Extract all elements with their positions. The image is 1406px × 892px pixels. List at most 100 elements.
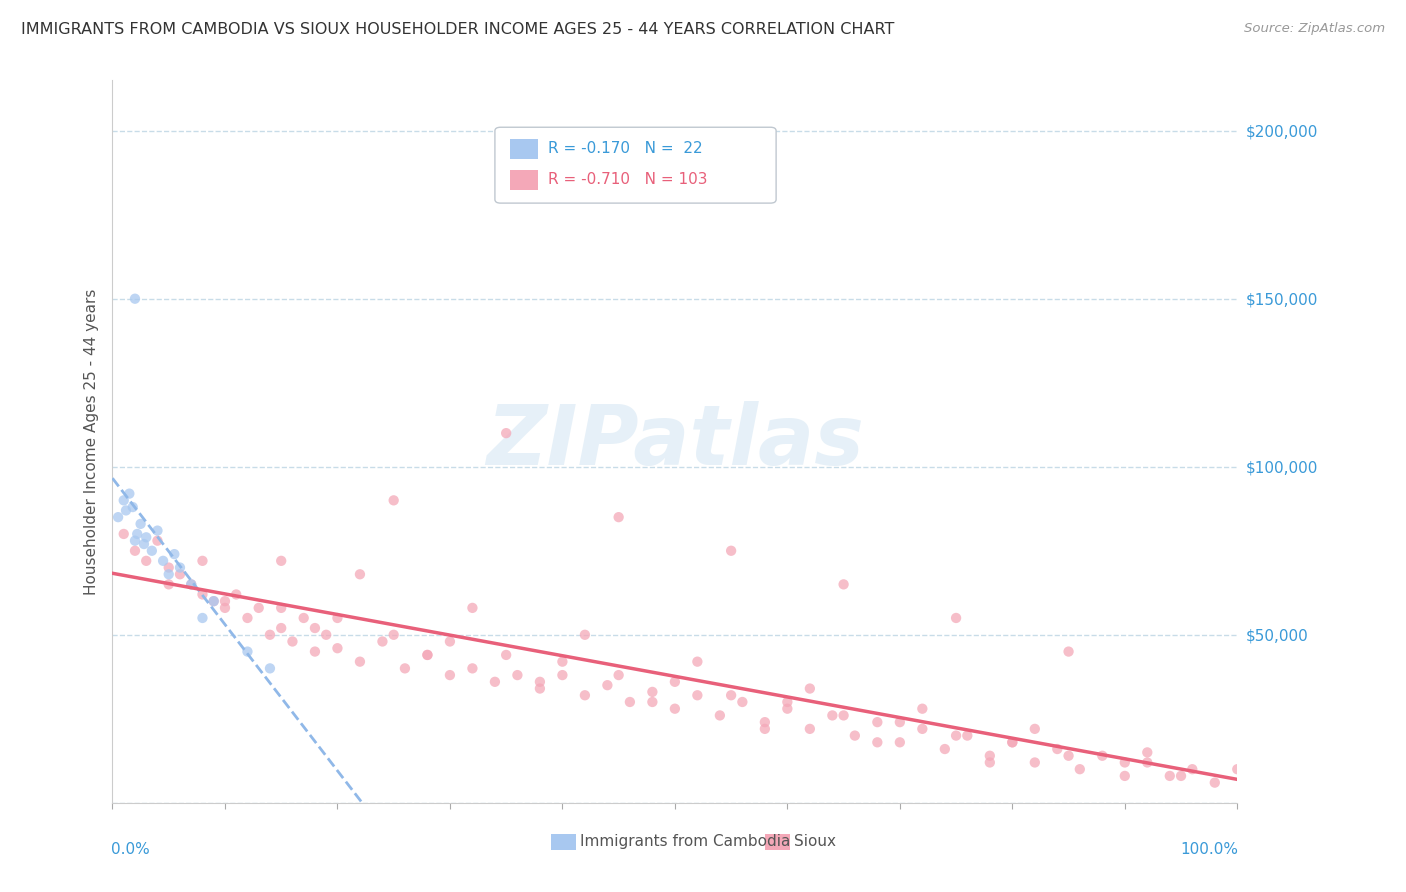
Point	[124, 543, 146, 558]
Point	[121, 500, 143, 514]
Point	[596, 678, 619, 692]
Point	[1057, 644, 1080, 658]
Bar	[765, 834, 790, 850]
Point	[382, 493, 405, 508]
Point	[382, 628, 405, 642]
Point	[832, 577, 855, 591]
Point	[214, 594, 236, 608]
Point	[270, 600, 292, 615]
Point	[326, 641, 349, 656]
Point	[304, 644, 326, 658]
Point	[574, 688, 596, 702]
Point	[495, 648, 517, 662]
Point	[416, 648, 439, 662]
Point	[686, 655, 709, 669]
Point	[349, 655, 371, 669]
Point	[1114, 756, 1136, 770]
Point	[124, 533, 146, 548]
Point	[1159, 769, 1181, 783]
Point	[127, 527, 149, 541]
Point	[754, 722, 776, 736]
Point	[1204, 775, 1226, 789]
Point	[956, 729, 979, 743]
Point	[349, 567, 371, 582]
Point	[934, 742, 956, 756]
Point	[945, 611, 967, 625]
Point	[146, 524, 169, 538]
Point	[1136, 756, 1159, 770]
Point	[1170, 769, 1192, 783]
Point	[641, 695, 664, 709]
Y-axis label: Householder Income Ages 25 - 44 years: Householder Income Ages 25 - 44 years	[83, 288, 98, 595]
Point	[152, 554, 174, 568]
FancyBboxPatch shape	[495, 128, 776, 203]
Point	[304, 621, 326, 635]
Point	[776, 695, 799, 709]
Text: R = -0.170   N =  22: R = -0.170 N = 22	[548, 142, 703, 156]
Point	[607, 510, 630, 524]
Point	[247, 600, 270, 615]
Point	[720, 543, 742, 558]
Point	[146, 533, 169, 548]
Point	[607, 668, 630, 682]
Point	[416, 648, 439, 662]
Point	[292, 611, 315, 625]
Point	[169, 560, 191, 574]
Point	[281, 634, 304, 648]
Point	[889, 715, 911, 730]
Point	[821, 708, 844, 723]
Point	[1046, 742, 1069, 756]
Point	[832, 708, 855, 723]
Point	[1024, 756, 1046, 770]
Point	[641, 685, 664, 699]
Point	[135, 530, 157, 544]
Point	[1226, 762, 1249, 776]
Point	[124, 292, 146, 306]
Point	[945, 729, 967, 743]
Point	[225, 587, 247, 601]
Point	[236, 611, 259, 625]
Point	[180, 577, 202, 591]
Point	[1057, 748, 1080, 763]
Point	[439, 668, 461, 682]
Text: Immigrants from Cambodia: Immigrants from Cambodia	[581, 834, 790, 849]
Point	[484, 674, 506, 689]
Bar	[509, 139, 537, 159]
Point	[202, 594, 225, 608]
Point	[163, 547, 186, 561]
Point	[911, 722, 934, 736]
Point	[574, 628, 596, 642]
Point	[506, 668, 529, 682]
Text: 0.0%: 0.0%	[111, 842, 150, 857]
Point	[664, 702, 686, 716]
Point	[236, 644, 259, 658]
Point	[979, 756, 1001, 770]
Point	[135, 554, 157, 568]
Point	[1069, 762, 1091, 776]
Point	[112, 527, 135, 541]
Point	[1001, 735, 1024, 749]
Point	[132, 537, 155, 551]
Point	[270, 621, 292, 635]
Point	[394, 661, 416, 675]
Point	[979, 748, 1001, 763]
Point	[461, 600, 484, 615]
Point	[191, 554, 214, 568]
Point	[551, 655, 574, 669]
Point	[619, 695, 641, 709]
Point	[157, 567, 180, 582]
Text: R = -0.710   N = 103: R = -0.710 N = 103	[548, 172, 707, 187]
Point	[529, 674, 551, 689]
Point	[259, 661, 281, 675]
Point	[551, 668, 574, 682]
Bar	[551, 834, 576, 850]
Point	[118, 486, 141, 500]
Point	[754, 715, 776, 730]
Point	[157, 560, 180, 574]
Point	[664, 674, 686, 689]
Point	[686, 688, 709, 702]
Point	[157, 577, 180, 591]
Point	[202, 594, 225, 608]
Point	[461, 661, 484, 675]
Point	[866, 715, 889, 730]
